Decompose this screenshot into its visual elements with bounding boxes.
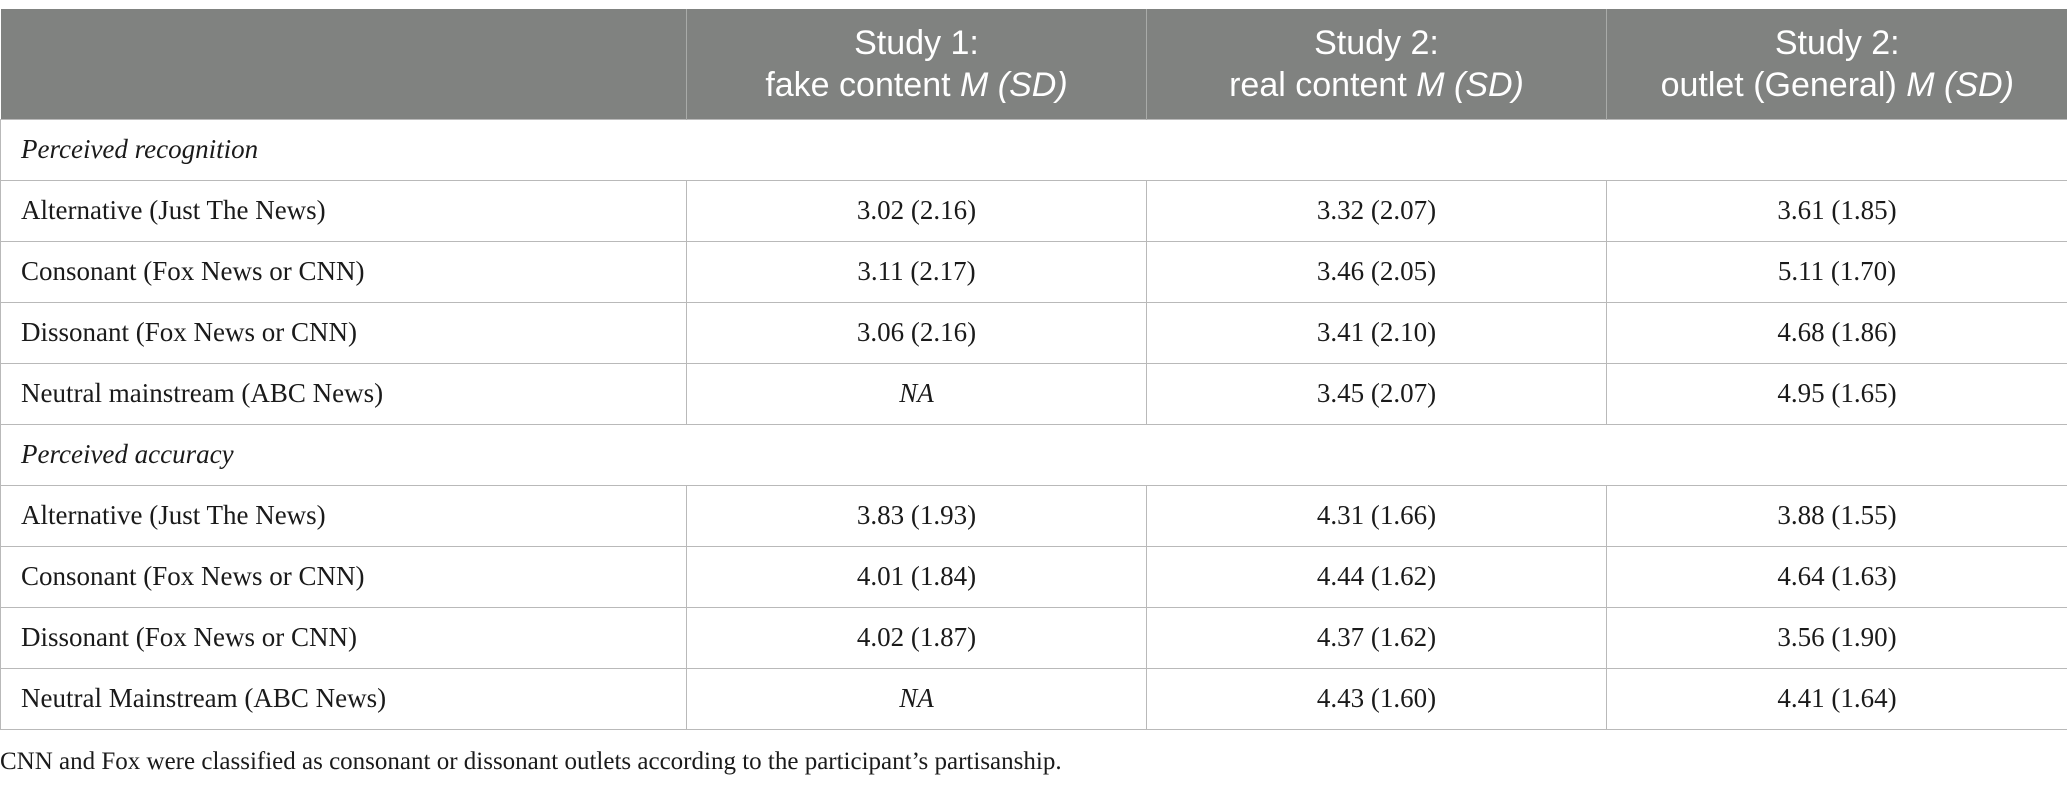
cell-study2-real: 4.44 (1.62) <box>1146 545 1607 608</box>
header-cell-study2-real: Study 2: real content M (SD) <box>1146 9 1607 119</box>
table-row: Dissonant (Fox News or CNN) 3.06 (2.16) … <box>0 301 2067 364</box>
cell-study2-outlet: 4.68 (1.86) <box>1606 301 2067 364</box>
section-title: Perceived accuracy <box>0 423 2067 486</box>
cell-study2-outlet: 3.61 (1.85) <box>1606 179 2067 242</box>
results-table: Study 1: fake content M (SD) Study 2: re… <box>0 9 2067 730</box>
cell-study2-outlet: 4.41 (1.64) <box>1606 667 2067 730</box>
cell-study1: NA <box>686 362 1147 425</box>
cell-study1: 4.01 (1.84) <box>686 545 1147 608</box>
row-label: Dissonant (Fox News or CNN) <box>0 301 687 364</box>
table-row: Consonant (Fox News or CNN) 3.11 (2.17) … <box>0 240 2067 303</box>
cell-study2-real: 3.41 (2.10) <box>1146 301 1607 364</box>
header-study1-line1: Study 1: <box>854 23 979 62</box>
table-footnote: CNN and Fox were classified as consonant… <box>0 748 1062 775</box>
cell-study2-real: 3.32 (2.07) <box>1146 179 1607 242</box>
row-label: Alternative (Just The News) <box>0 484 687 547</box>
cell-study1: 4.02 (1.87) <box>686 606 1147 669</box>
cell-study1: 3.02 (2.16) <box>686 179 1147 242</box>
cell-study2-outlet: 3.56 (1.90) <box>1606 606 2067 669</box>
row-label: Neutral mainstream (ABC News) <box>0 362 687 425</box>
header-cell-study1-fake: Study 1: fake content M (SD) <box>686 9 1147 119</box>
cell-study2-real: 3.45 (2.07) <box>1146 362 1607 425</box>
table-row: Dissonant (Fox News or CNN) 4.02 (1.87) … <box>0 606 2067 669</box>
header-study1-line2: fake content M (SD) <box>695 64 1138 106</box>
cell-study2-real: 4.37 (1.62) <box>1146 606 1607 669</box>
cell-study1: 3.83 (1.93) <box>686 484 1147 547</box>
row-label: Consonant (Fox News or CNN) <box>0 240 687 303</box>
cell-study2-real: 3.46 (2.05) <box>1146 240 1607 303</box>
table-row: Neutral mainstream (ABC News) NA 3.45 (2… <box>0 362 2067 425</box>
table-row: Alternative (Just The News) 3.02 (2.16) … <box>0 179 2067 242</box>
header-study2-real-label: real content <box>1229 65 1417 104</box>
row-label: Alternative (Just The News) <box>0 179 687 242</box>
header-study2-outlet-label: outlet (General) <box>1660 65 1907 104</box>
table-header: Study 1: fake content M (SD) Study 2: re… <box>0 9 2067 119</box>
header-study1-label: fake content <box>765 65 961 104</box>
cell-study1: NA <box>686 667 1147 730</box>
header-row: Study 1: fake content M (SD) Study 2: re… <box>0 9 2067 119</box>
cell-study2-outlet: 3.88 (1.55) <box>1606 484 2067 547</box>
header-study2-real-line1: Study 2: <box>1314 23 1439 62</box>
cell-study2-outlet: 4.95 (1.65) <box>1606 362 2067 425</box>
results-table-wrapper: Study 1: fake content M (SD) Study 2: re… <box>0 9 2067 730</box>
header-study2-real-stat: M (SD) <box>1416 65 1524 104</box>
header-cell-study2-outlet: Study 2: outlet (General) M (SD) <box>1606 9 2067 119</box>
table-row: Consonant (Fox News or CNN) 4.01 (1.84) … <box>0 545 2067 608</box>
header-study2-real-line2: real content M (SD) <box>1155 64 1598 106</box>
row-label: Neutral Mainstream (ABC News) <box>0 667 687 730</box>
cell-study2-real: 4.31 (1.66) <box>1146 484 1607 547</box>
cell-study2-outlet: 4.64 (1.63) <box>1606 545 2067 608</box>
table-row: Neutral Mainstream (ABC News) NA 4.43 (1… <box>0 667 2067 730</box>
header-cell-blank <box>0 9 687 119</box>
section-row-recognition: Perceived recognition <box>0 118 2067 181</box>
cell-study1: 3.06 (2.16) <box>686 301 1147 364</box>
header-study2-outlet-stat: M (SD) <box>1906 65 2014 104</box>
cell-study2-outlet: 5.11 (1.70) <box>1606 240 2067 303</box>
row-label: Dissonant (Fox News or CNN) <box>0 606 687 669</box>
header-study1-stat: M (SD) <box>960 65 1068 104</box>
section-row-accuracy: Perceived accuracy <box>0 423 2067 486</box>
cell-study2-real: 4.43 (1.60) <box>1146 667 1607 730</box>
row-label: Consonant (Fox News or CNN) <box>0 545 687 608</box>
table-body: Perceived recognition Alternative (Just … <box>0 118 2067 730</box>
header-study2-outlet-line2: outlet (General) M (SD) <box>1615 64 2060 106</box>
section-title: Perceived recognition <box>0 118 2067 181</box>
table-row: Alternative (Just The News) 3.83 (1.93) … <box>0 484 2067 547</box>
header-study2-outlet-line1: Study 2: <box>1774 23 1900 62</box>
cell-study1: 3.11 (2.17) <box>686 240 1147 303</box>
